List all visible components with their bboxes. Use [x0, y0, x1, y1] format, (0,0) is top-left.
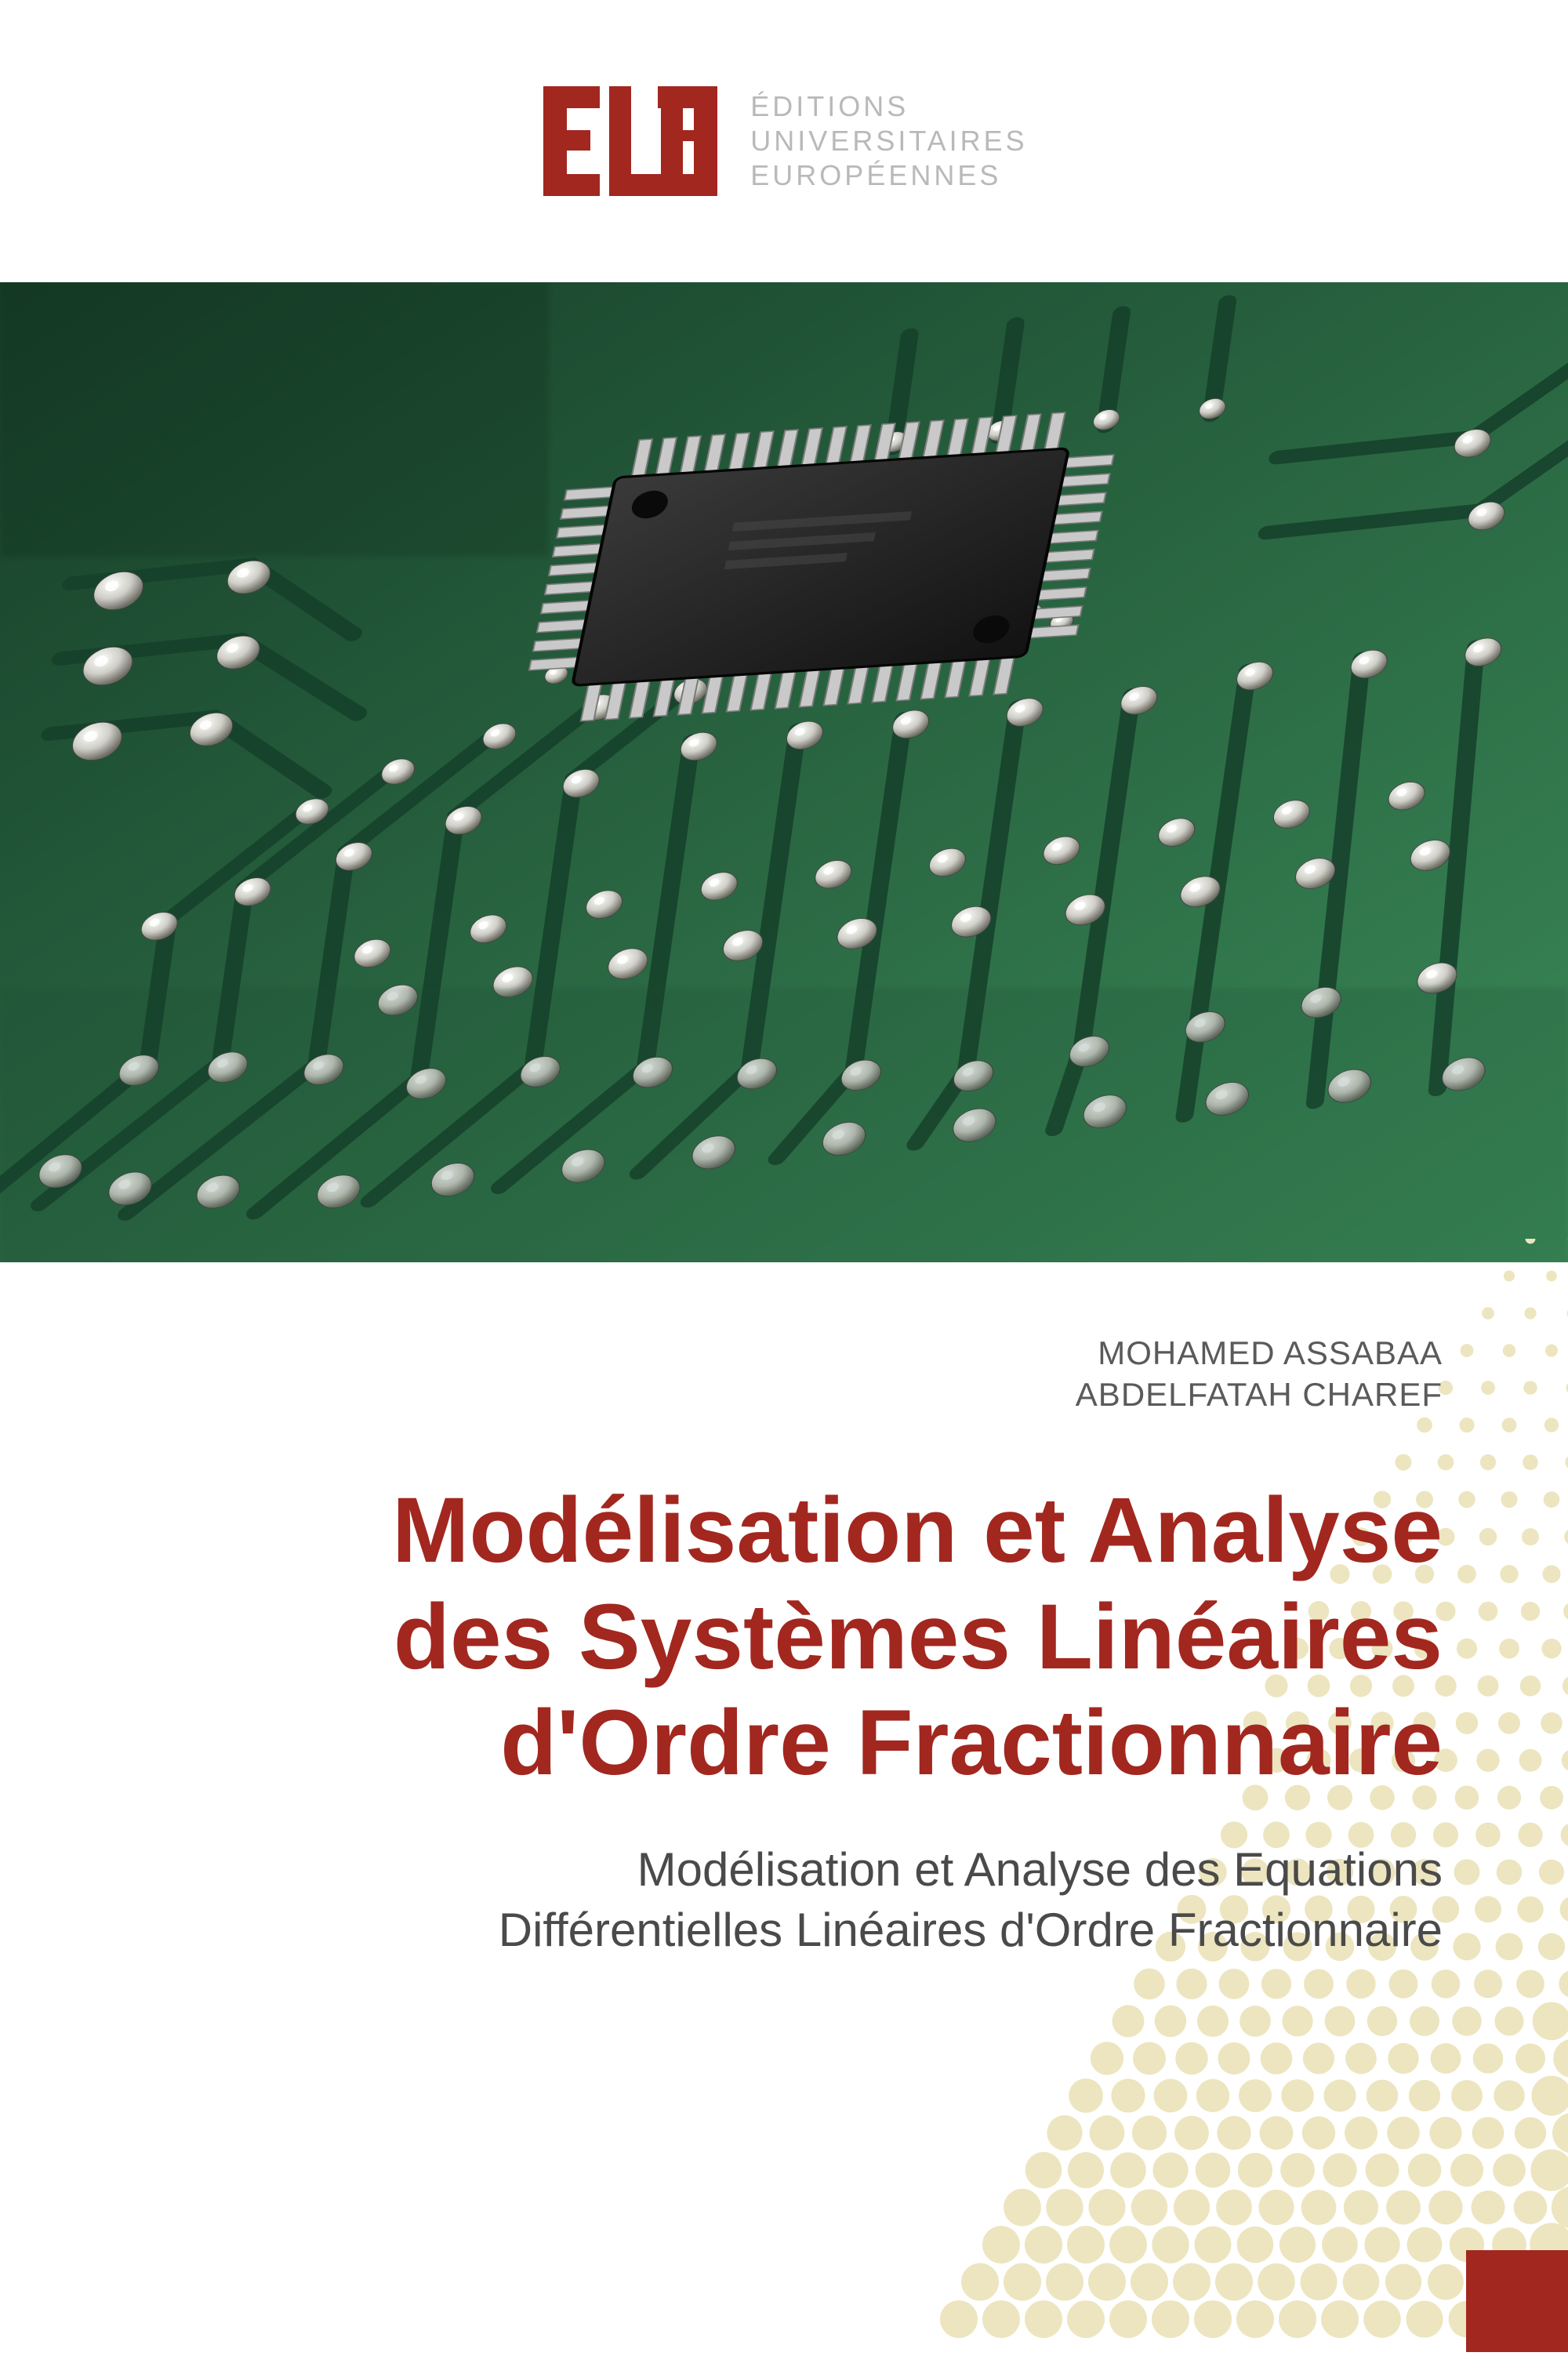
publisher-logo-icon: [540, 78, 728, 204]
subtitle-line2: Différentielles Linéaires d'Ordre Fracti…: [499, 1904, 1443, 1956]
title-line3: d'Ordre Fractionnaire: [500, 1691, 1443, 1795]
publisher-name-line3: EUROPÉENNES: [750, 159, 1027, 192]
publisher-name-line1: ÉDITIONS: [750, 90, 1027, 123]
publisher-name: ÉDITIONS UNIVERSITAIRES EUROPÉENNES: [750, 90, 1027, 192]
title-line2: des Systèmes Linéaires: [394, 1585, 1443, 1689]
book-subtitle: Modélisation et Analyse des Equations Di…: [125, 1840, 1443, 1961]
author-1: MOHAMED ASSABAA: [1098, 1334, 1443, 1371]
subtitle-line1: Modélisation et Analyse des Equations: [637, 1843, 1443, 1896]
authors: MOHAMED ASSABAA ABDELFATAH CHAREF: [125, 1333, 1443, 1415]
publisher-logo-block: ÉDITIONS UNIVERSITAIRES EUROPÉENNES: [540, 78, 1027, 204]
publisher-name-line2: UNIVERSITAIRES: [750, 125, 1027, 158]
cover-image-circuit-board: [0, 282, 1568, 1262]
publisher-header: ÉDITIONS UNIVERSITAIRES EUROPÉENNES: [0, 0, 1568, 282]
corner-accent-square: [1466, 2250, 1568, 2352]
book-title: Modélisation et Analyse des Systèmes Lin…: [125, 1478, 1443, 1797]
cover-text-block: MOHAMED ASSABAA ABDELFATAH CHAREF Modéli…: [0, 1262, 1568, 1961]
title-line1: Modélisation et Analyse: [392, 1479, 1443, 1582]
author-2: ABDELFATAH CHAREF: [1076, 1376, 1443, 1413]
